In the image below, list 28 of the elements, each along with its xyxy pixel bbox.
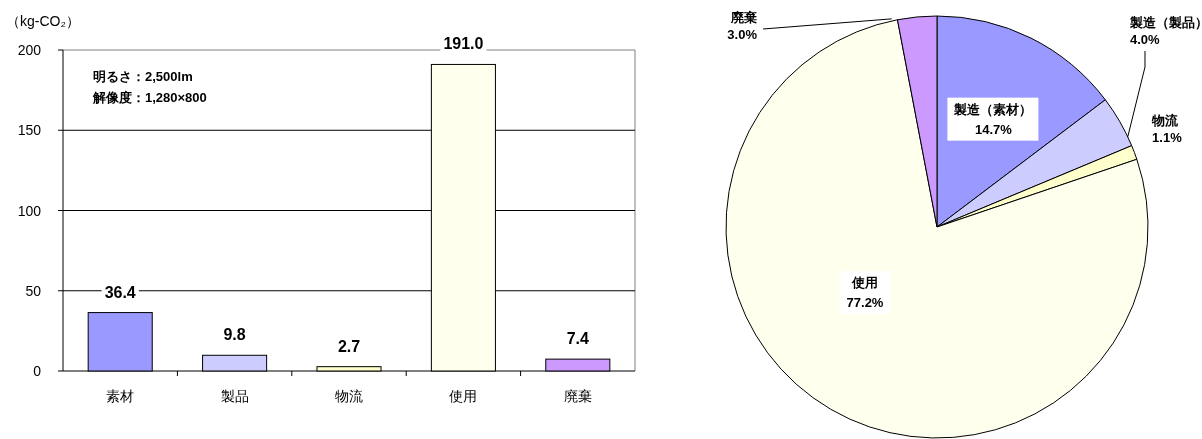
y-tick-label: 100 bbox=[17, 202, 42, 219]
data-label: 191.0 bbox=[443, 35, 484, 53]
x-tick-label: 製品 bbox=[220, 388, 249, 404]
y-tick-label: 200 bbox=[17, 42, 42, 58]
y-tick-label: 150 bbox=[17, 122, 42, 139]
slice-label: 使用 bbox=[851, 275, 878, 290]
data-label: 3.0% bbox=[727, 27, 758, 42]
y-axis-title: （kg-CO₂） bbox=[6, 13, 80, 29]
data-label: 7.4 bbox=[566, 330, 590, 348]
x-tick-label: 使用 bbox=[449, 388, 478, 404]
y-tick-label: 0 bbox=[33, 363, 42, 379]
x-tick-label: 廃棄 bbox=[563, 388, 592, 404]
slice-label: 製造（製品） bbox=[1128, 15, 1202, 30]
data-label: 36.4 bbox=[104, 283, 136, 301]
slice-label: 廃棄 bbox=[730, 10, 757, 25]
data-label: 77.2% bbox=[846, 295, 884, 310]
slice-label: 物流 bbox=[1151, 113, 1180, 129]
data-label: 1.1% bbox=[1152, 130, 1183, 146]
data-label: 9.8 bbox=[223, 326, 246, 344]
x-tick-label: 素材 bbox=[106, 388, 135, 404]
annotation: 明るさ：2,500lm bbox=[93, 69, 193, 84]
data-label: 4.0% bbox=[1129, 32, 1161, 47]
slice-label: 製造（素材） bbox=[953, 101, 1033, 117]
data-label: 2.7 bbox=[337, 337, 361, 355]
x-tick-label: 物流 bbox=[335, 388, 363, 404]
y-tick-label: 50 bbox=[25, 282, 42, 299]
data-label: 14.7% bbox=[974, 121, 1013, 137]
annotation: 解像度：1,280×800 bbox=[92, 90, 207, 105]
